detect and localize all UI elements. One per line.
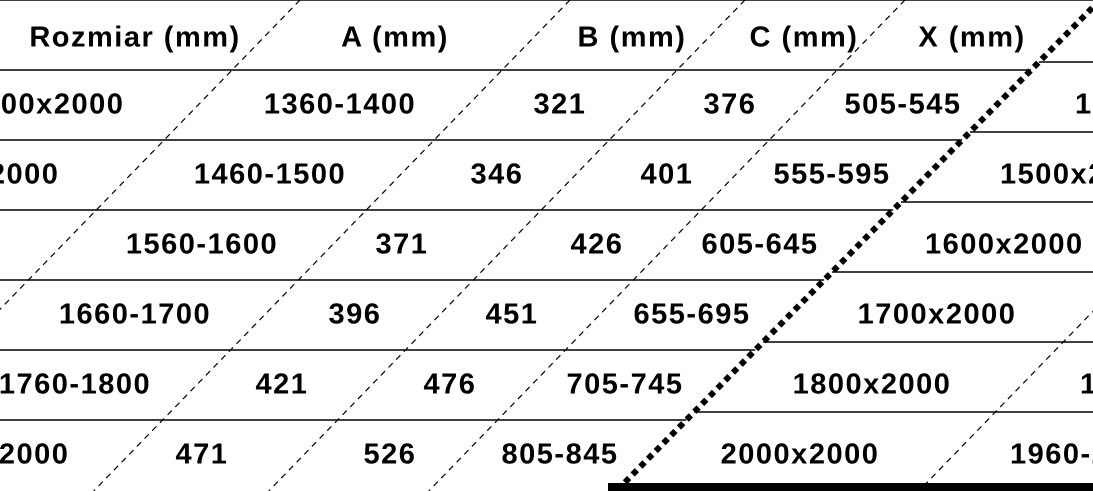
table-cell: 1900x2000: [1080, 368, 1093, 401]
column-header: A (mm): [341, 21, 449, 54]
table-cell: 705-745: [566, 368, 684, 401]
table-cell: 471: [175, 438, 229, 471]
table-cell: 476: [423, 368, 477, 401]
table-cell: 1560-1600: [125, 228, 279, 261]
column-border: [268, 0, 746, 491]
column-header: Rozmiar (mm): [29, 21, 241, 54]
table-cell: 1660-1700: [58, 298, 212, 331]
table-cell: 655-695: [633, 298, 751, 331]
column-border: [428, 0, 906, 491]
table-cell: 605-645: [701, 228, 819, 261]
table-cell: 371: [375, 228, 429, 261]
bottom-bar: [608, 483, 1093, 491]
table-cell: 1600x2000: [925, 228, 1084, 261]
table-cell: 426: [570, 228, 624, 261]
table-cell: 401: [640, 158, 694, 191]
column-header: B (mm): [577, 21, 687, 54]
table-cell: 1400x2000: [1075, 88, 1093, 121]
table-cell: 1960-2000: [1010, 438, 1093, 471]
table-cell: 2000x2000: [0, 438, 70, 471]
table-cell: 526: [363, 438, 417, 471]
table-cell: 321: [533, 88, 587, 121]
table-cell: 451: [485, 298, 539, 331]
table-cell: 1460-1500: [193, 158, 347, 191]
table-cell: 505-545: [844, 88, 962, 121]
table-cell: 1500x2000: [0, 158, 60, 191]
table-cell: 1360-1400: [263, 88, 417, 121]
table-cell: 396: [328, 298, 382, 331]
table-cell: 376: [703, 88, 757, 121]
table-cell: 346: [470, 158, 524, 191]
table-cell: 421: [255, 368, 309, 401]
column-border: [93, 0, 571, 491]
table-cell: 1500x2000: [1000, 158, 1093, 191]
table-cell: 805-845: [501, 438, 619, 471]
table-cell: 1760-1800: [0, 368, 152, 401]
column-header: X (mm): [918, 21, 1026, 54]
table-cell: 1700x2000: [857, 298, 1017, 331]
diagonal-break-line: [614, 2, 1093, 491]
column-border: [0, 0, 301, 311]
table-cell: 1400x2000: [0, 88, 125, 121]
table-cell: 555-595: [773, 158, 891, 191]
table-cell: 2000x2000: [720, 438, 880, 471]
column-header: C (mm): [749, 21, 859, 54]
table-cell: 1800x2000: [792, 368, 952, 401]
